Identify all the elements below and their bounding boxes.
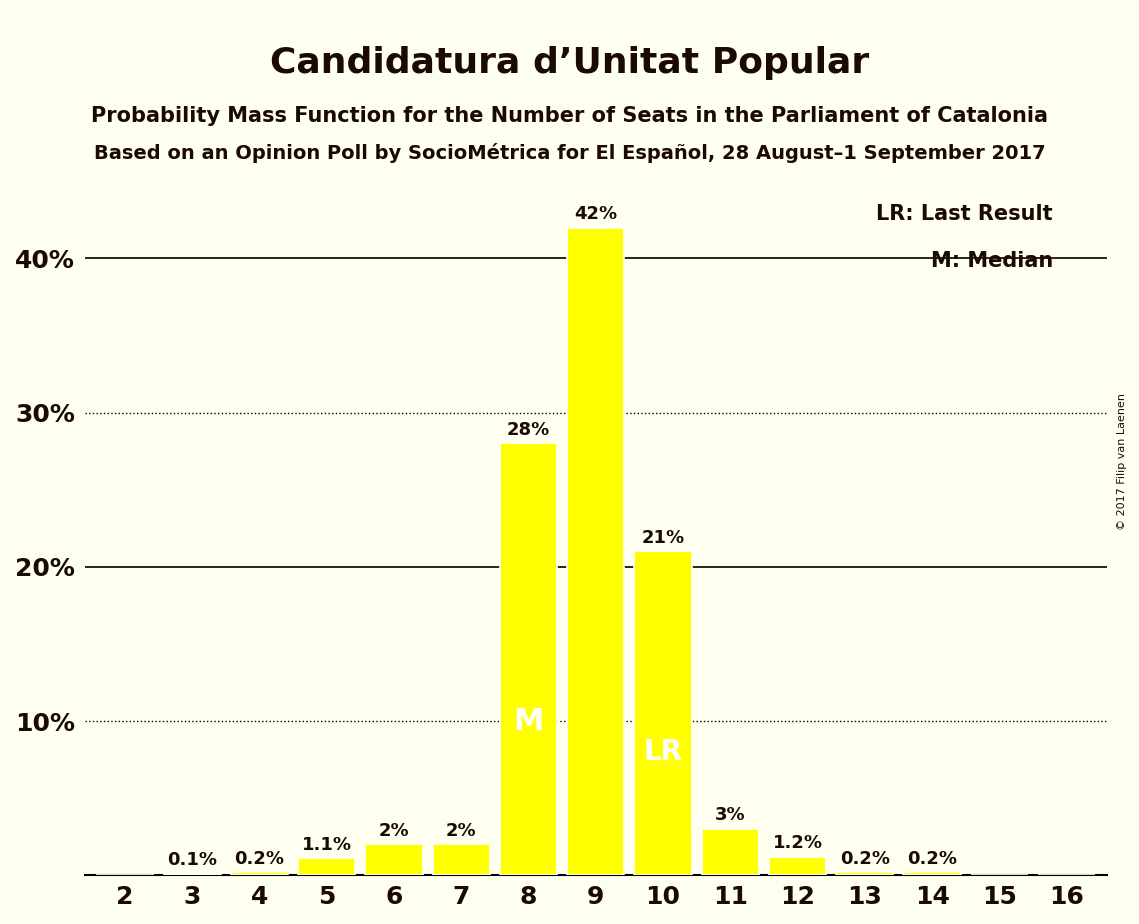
Bar [567,227,624,875]
Bar [702,829,759,875]
Text: 2%: 2% [379,821,409,840]
Text: 0.1%: 0.1% [167,851,218,869]
Bar [366,845,423,875]
Text: LR: LR [644,738,682,766]
Text: M: Median: M: Median [931,250,1054,271]
Text: 2%: 2% [446,821,476,840]
Bar [231,872,288,875]
Text: 0.2%: 0.2% [839,849,890,868]
Text: © 2017 Filip van Laenen: © 2017 Filip van Laenen [1117,394,1126,530]
Text: 21%: 21% [641,529,685,547]
Text: M: M [514,707,543,736]
Text: 0.2%: 0.2% [907,849,957,868]
Text: Based on an Opinion Poll by SocioMétrica for El Español, 28 August–1 September 2: Based on an Opinion Poll by SocioMétrica… [93,143,1046,164]
Bar [903,872,960,875]
Text: 3%: 3% [715,807,746,824]
Text: 42%: 42% [574,205,617,223]
Text: 1.1%: 1.1% [302,835,352,854]
Text: Probability Mass Function for the Number of Seats in the Parliament of Catalonia: Probability Mass Function for the Number… [91,106,1048,127]
Bar [433,845,490,875]
Bar [500,444,557,875]
Text: Candidatura d’Unitat Popular: Candidatura d’Unitat Popular [270,46,869,80]
Bar [769,857,826,875]
Text: 28%: 28% [507,420,550,439]
Bar [836,872,893,875]
Text: 1.2%: 1.2% [772,834,822,852]
Text: 0.2%: 0.2% [235,849,285,868]
Bar [634,552,691,875]
Bar [298,858,355,875]
Bar [164,874,221,875]
Text: LR: Last Result: LR: Last Result [877,204,1054,225]
